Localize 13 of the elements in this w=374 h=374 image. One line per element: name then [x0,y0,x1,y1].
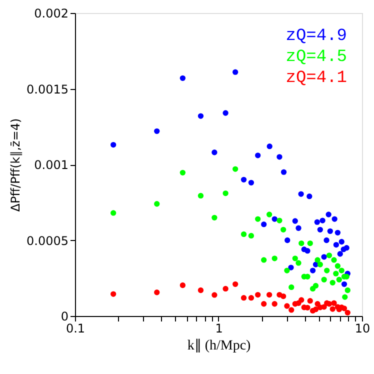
y-tick-label: 0.0015 [26,82,68,96]
text: zQ=4.1 [286,69,347,88]
y-tick-label: 0.002 [34,6,68,20]
y-tick-label: 0 [60,310,68,324]
y-axis-title: ΔPff/Pff(k∥,z̄=4) [8,118,23,212]
y-tick-label: 0.001 [34,158,68,172]
x-axis-title: k∥ (h/Mpc) [187,338,252,354]
x-tick-label: 1 [215,322,223,336]
y-tick-label: 0.0005 [26,234,68,248]
x-tick-label: 0.1 [66,322,86,336]
text: zQ=4.9 [286,27,347,46]
x-tick-label: 10 [354,322,370,336]
text: zQ=4.5 [286,48,347,67]
